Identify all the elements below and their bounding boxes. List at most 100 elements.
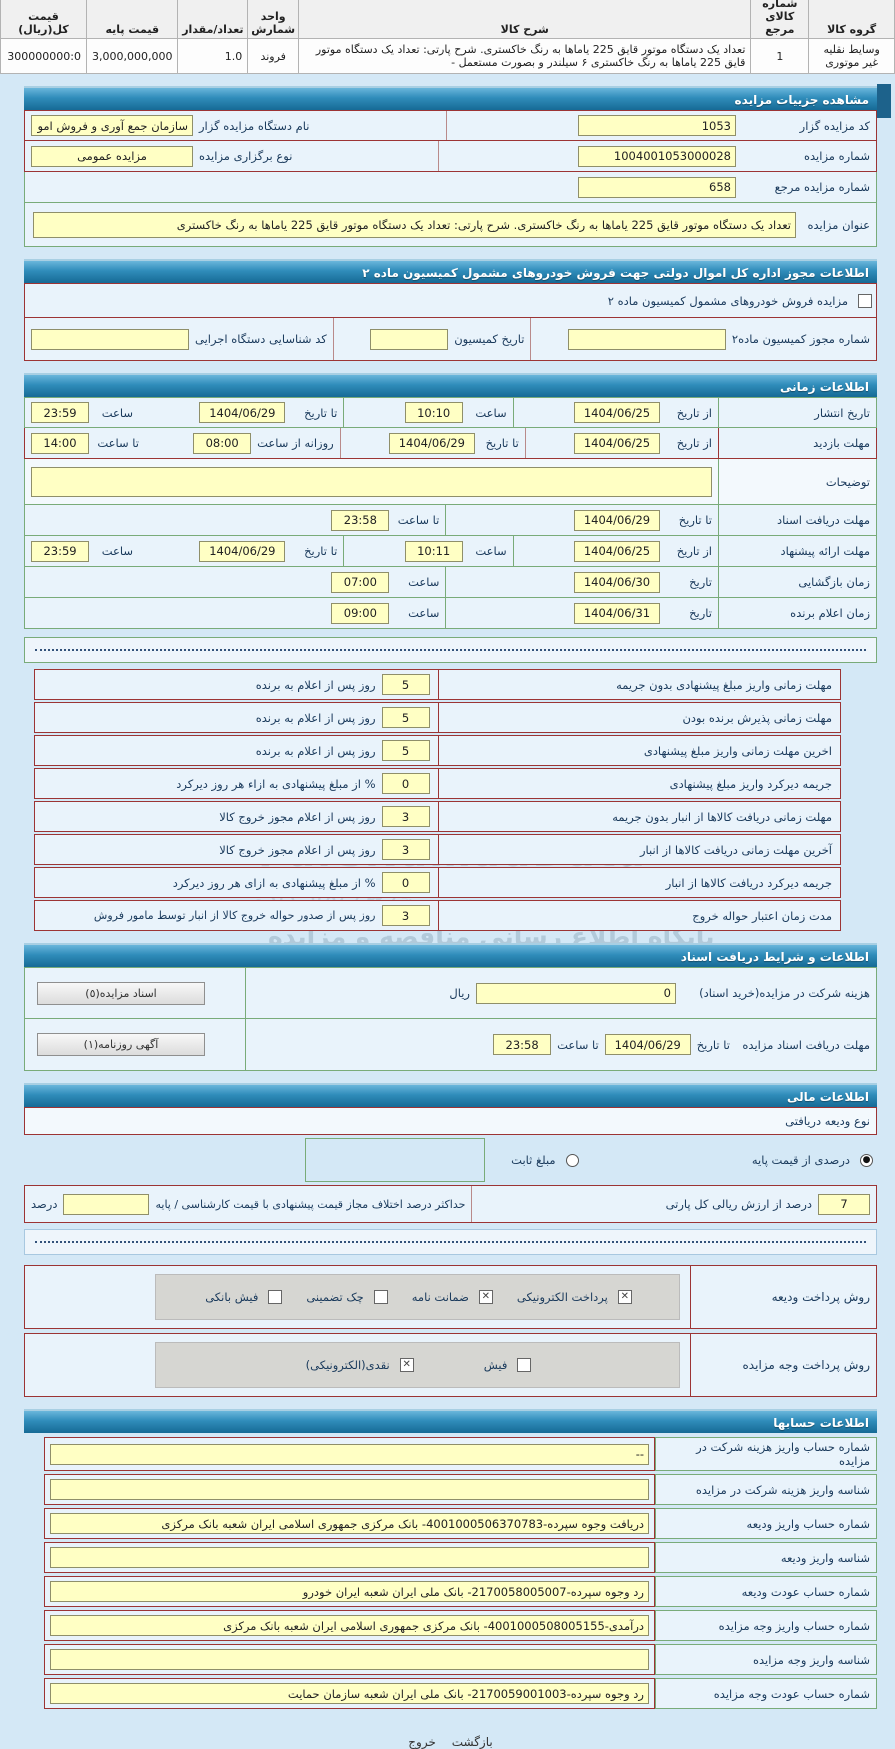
account-input[interactable] [50, 1683, 649, 1704]
payment-option: فیش [478, 1358, 536, 1372]
guarantee-checkbox[interactable]: ✕ [478, 1290, 493, 1304]
commission-agency-label: کد شناسایی دستگاه اجرایی [194, 332, 327, 346]
account-input[interactable] [50, 1547, 649, 1568]
details-row-3: شماره مزایده مرجع [24, 172, 877, 203]
penalty-row-1: مهلت زمانی واریز مبلغ پیشنهادی بدون جریم… [34, 669, 841, 700]
visit-daily-time-input[interactable] [193, 432, 252, 454]
deposit-option: ✕ پرداخت الکترونیکی [511, 1290, 636, 1304]
offer-from-date-input[interactable] [574, 540, 660, 562]
account-label: شماره حساب واریز وجه مزایده [655, 1610, 877, 1641]
timing-opening-row: زمان بازگشایی تاریخ ساعت [24, 567, 877, 598]
doc-deadline-time-input[interactable] [493, 1034, 552, 1055]
bidder-code-input[interactable] [578, 115, 736, 136]
slip-checkbox[interactable] [517, 1358, 532, 1372]
account-input[interactable] [50, 1615, 649, 1636]
account-input[interactable] [50, 1443, 649, 1465]
auction-type-input[interactable] [31, 145, 193, 167]
visit-from-date-input[interactable] [574, 432, 660, 454]
auction-no-input[interactable] [578, 145, 736, 167]
penalty-suffix: روز پس از اعلام به برنده [255, 677, 376, 692]
penalty-input[interactable] [381, 773, 430, 794]
deposit-method-label: روش پرداخت ودیعه [690, 1266, 876, 1328]
col-description: شرح کالا [298, 0, 752, 39]
section-header-details: مشاهده جزییات مزایده [24, 84, 891, 118]
account-row-1: شماره حساب واریز هزینه شرکت در مزایده [42, 1437, 877, 1471]
account-row-6: شماره حساب واریز وجه مزایده [42, 1610, 877, 1641]
penalty-input[interactable] [381, 707, 430, 728]
publish-time-input[interactable] [404, 402, 463, 423]
penalty-suffix: روز پس از اعلام به برنده [255, 710, 376, 725]
col-ref-code: شماره کالای مرجع [750, 0, 810, 39]
bank-slip-checkbox[interactable] [268, 1290, 283, 1304]
diff-input[interactable] [63, 1193, 150, 1215]
commission-date-input[interactable] [370, 328, 449, 350]
docs-time-input[interactable] [331, 509, 390, 531]
publish-to-time-input[interactable] [31, 402, 90, 423]
goods-data-row: وسایط نقلیه غیر موتوری 1 تعداد یک دستگاه… [0, 38, 895, 74]
penalty-input[interactable] [381, 905, 430, 926]
payment-method-options: فیش ✕ نقدی(الکترونیکی) [155, 1342, 680, 1388]
winner-date-input[interactable] [574, 602, 660, 624]
fixed-radio[interactable] [565, 1153, 579, 1167]
auction-title-input[interactable] [33, 211, 796, 238]
opening-time-input[interactable] [331, 571, 390, 593]
account-label: شناسه واریز وجه مزایده [655, 1644, 877, 1675]
offer-to-time-input[interactable] [31, 540, 90, 562]
doc-deadline-label: مهلت دریافت اسناد مزایده [742, 1037, 870, 1052]
exit-link[interactable]: خروج [408, 1735, 436, 1749]
newspaper-ad-button[interactable]: آگهی روزنامه(۱) [37, 1033, 205, 1056]
account-input[interactable] [50, 1581, 649, 1602]
timing-offer-row: مهلت ارائه پیشنهاد از تاریخ ساعت تا تاری… [24, 536, 877, 567]
winner-time-input[interactable] [331, 602, 390, 624]
offer-to-date-input[interactable] [199, 540, 286, 562]
publish-from-date-input[interactable] [574, 402, 660, 423]
offer-to-time-label: ساعت [101, 544, 134, 558]
payment-method-label: روش پرداخت وجه مزایده [690, 1334, 876, 1396]
offer-time-label: ساعت [475, 544, 507, 558]
bidder-name-input[interactable] [31, 115, 193, 136]
commission-permit-input[interactable] [567, 328, 726, 350]
account-input[interactable] [50, 1649, 649, 1670]
commission-checkbox-row: مزایده فروش خودروهای مشمول کمیسیون ماده … [24, 283, 877, 317]
timing-visit-row: مهلت بازدید از تاریخ تا تاریخ روزانه از … [24, 428, 877, 459]
account-row-2: شناسه واریز هزینه شرکت در مزایده [42, 1474, 877, 1505]
doc-deadline-date-input[interactable] [604, 1034, 691, 1055]
account-input[interactable] [50, 1513, 649, 1534]
penalty-input[interactable] [381, 740, 430, 761]
notes-input[interactable] [31, 466, 712, 497]
publish-to-date-input[interactable] [199, 402, 286, 423]
details-row-1: کد مزایده گزار نام دستگاه مزایده گزار [24, 110, 877, 141]
ref-no-input[interactable] [578, 176, 736, 198]
docs-date-input[interactable] [574, 509, 660, 531]
auction-docs-button[interactable]: اسناد مزایده(٥) [37, 981, 205, 1005]
visit-to-date-input[interactable] [388, 432, 475, 454]
opening-date-input[interactable] [574, 571, 660, 593]
commission-checkbox[interactable] [858, 293, 872, 308]
goods-total-price: 300000000:0 [0, 38, 87, 74]
commission-fields-row: شماره مجوز کمیسیون ماده۲ تاریخ کمیسیون ک… [24, 317, 877, 361]
percent-radio[interactable]: ● [860, 1153, 873, 1167]
account-input[interactable] [50, 1479, 649, 1500]
deposit-radio-row: ● درصدی از قیمت پایه مبلغ ثابت [24, 1135, 877, 1185]
penalty-input[interactable] [381, 872, 430, 893]
section-header-documents: اطلاعات و شرایط دریافت اسناد [24, 943, 877, 967]
diff-unit-label: درصد [31, 1197, 58, 1211]
electronic-payment-checkbox[interactable]: ✕ [617, 1290, 632, 1304]
penalty-input[interactable] [381, 839, 430, 860]
fee-input[interactable] [476, 982, 676, 1004]
opening-label: زمان بازگشایی [718, 567, 876, 597]
guaranteed-check-checkbox[interactable] [373, 1290, 388, 1304]
dashed-separator [24, 637, 877, 663]
back-link[interactable]: بازگشت [451, 1735, 493, 1749]
penalty-input[interactable] [381, 806, 430, 827]
percent-value-input[interactable] [818, 1193, 870, 1215]
offer-time-input[interactable] [404, 540, 463, 562]
commission-agency-input[interactable] [30, 328, 189, 350]
winner-time-label: ساعت [408, 606, 440, 620]
winner-label: زمان اعلام برنده [718, 598, 876, 628]
penalty-suffix: % از مبلغ پیشنهادی به ازای هر روز دیرکرد [172, 875, 376, 890]
visit-to-time-input[interactable] [31, 432, 89, 454]
penalty-input[interactable] [381, 674, 430, 695]
timing-notes-row: توضیحات [24, 459, 877, 505]
cash-electronic-checkbox[interactable]: ✕ [399, 1358, 414, 1372]
